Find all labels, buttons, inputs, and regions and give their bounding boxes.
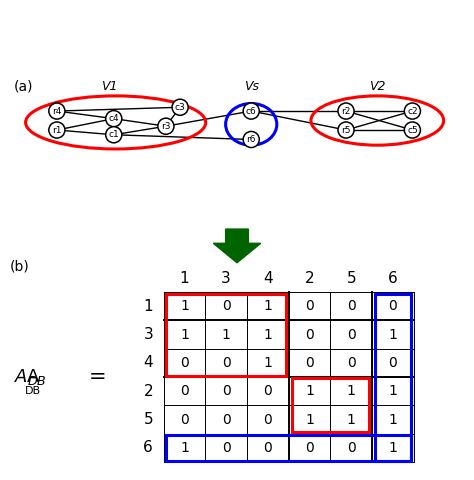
Text: 0: 0 [264,441,272,455]
Text: 1: 1 [305,412,314,427]
Circle shape [106,110,122,127]
Text: 1: 1 [347,412,356,427]
Text: r3: r3 [161,122,171,131]
Text: 0: 0 [347,441,356,455]
Text: 1: 1 [347,384,356,398]
Bar [375,294,411,461]
Text: 0: 0 [264,384,272,398]
Text: 2: 2 [305,271,314,286]
Text: 0: 0 [347,327,356,342]
Text: c5: c5 [407,125,418,134]
Text: 1: 1 [180,327,189,342]
Text: r6: r6 [246,135,256,144]
Text: Vs: Vs [244,80,259,93]
Text: 0: 0 [305,299,314,313]
Circle shape [243,103,259,119]
Text: 0: 0 [222,441,230,455]
Text: 0: 0 [222,384,230,398]
Bar [166,435,411,461]
Text: 3: 3 [221,271,231,286]
Text: r4: r4 [52,107,62,116]
Text: 1: 1 [389,384,397,398]
Text: c1: c1 [109,130,119,139]
Text: 0: 0 [347,356,356,370]
Text: 1: 1 [305,384,314,398]
Text: 1: 1 [222,327,230,342]
Circle shape [338,103,354,119]
Text: r1: r1 [52,125,62,134]
Text: V1: V1 [101,80,117,93]
FancyArrow shape [213,229,261,263]
Text: 4: 4 [144,355,153,371]
Text: 0: 0 [389,356,397,370]
Text: $A_{DB}$: $A_{DB}$ [14,367,47,387]
Text: 1: 1 [144,299,153,314]
Text: 0: 0 [180,356,189,370]
Text: c3: c3 [175,103,185,112]
Text: 0: 0 [305,356,314,370]
Text: 1: 1 [264,327,272,342]
Text: (b): (b) [9,259,29,273]
Text: =: = [88,367,106,387]
Text: 0: 0 [264,412,272,427]
Text: 1: 1 [389,441,397,455]
Text: 0: 0 [180,384,189,398]
Circle shape [106,127,122,143]
Text: 5: 5 [346,271,356,286]
Circle shape [49,122,65,138]
Circle shape [158,118,174,134]
Text: 3: 3 [143,327,153,342]
Text: 4: 4 [263,271,273,286]
Text: 1: 1 [264,299,272,313]
Text: 1: 1 [389,327,397,342]
Text: c6: c6 [246,107,256,116]
Circle shape [243,132,259,147]
Text: 6: 6 [143,440,153,456]
Text: 0: 0 [222,412,230,427]
Circle shape [404,122,420,138]
Bar [166,294,286,375]
Text: 0: 0 [222,299,230,313]
Text: 0: 0 [347,299,356,313]
Circle shape [404,103,420,119]
Text: 0: 0 [180,412,189,427]
Text: 0: 0 [305,327,314,342]
Circle shape [49,103,65,119]
Text: DB: DB [25,386,41,396]
Text: 0: 0 [222,356,230,370]
Text: 1: 1 [180,271,189,286]
Bar [292,378,369,432]
Text: 2: 2 [144,384,153,399]
Circle shape [338,122,354,138]
Text: c4: c4 [109,114,119,123]
Text: 5: 5 [144,412,153,427]
Circle shape [172,99,188,115]
Text: 1: 1 [389,412,397,427]
Text: V2: V2 [369,80,385,93]
Text: c2: c2 [407,107,418,116]
Text: r2: r2 [341,107,351,116]
Text: 1: 1 [180,299,189,313]
Text: 1: 1 [180,441,189,455]
Text: $\mathregular{A}$: $\mathregular{A}$ [26,368,40,386]
Text: 0: 0 [305,441,314,455]
Text: 0: 0 [389,299,397,313]
Text: (a): (a) [14,80,34,94]
Text: 6: 6 [388,271,398,286]
Text: 1: 1 [264,356,272,370]
Text: r5: r5 [341,125,351,134]
